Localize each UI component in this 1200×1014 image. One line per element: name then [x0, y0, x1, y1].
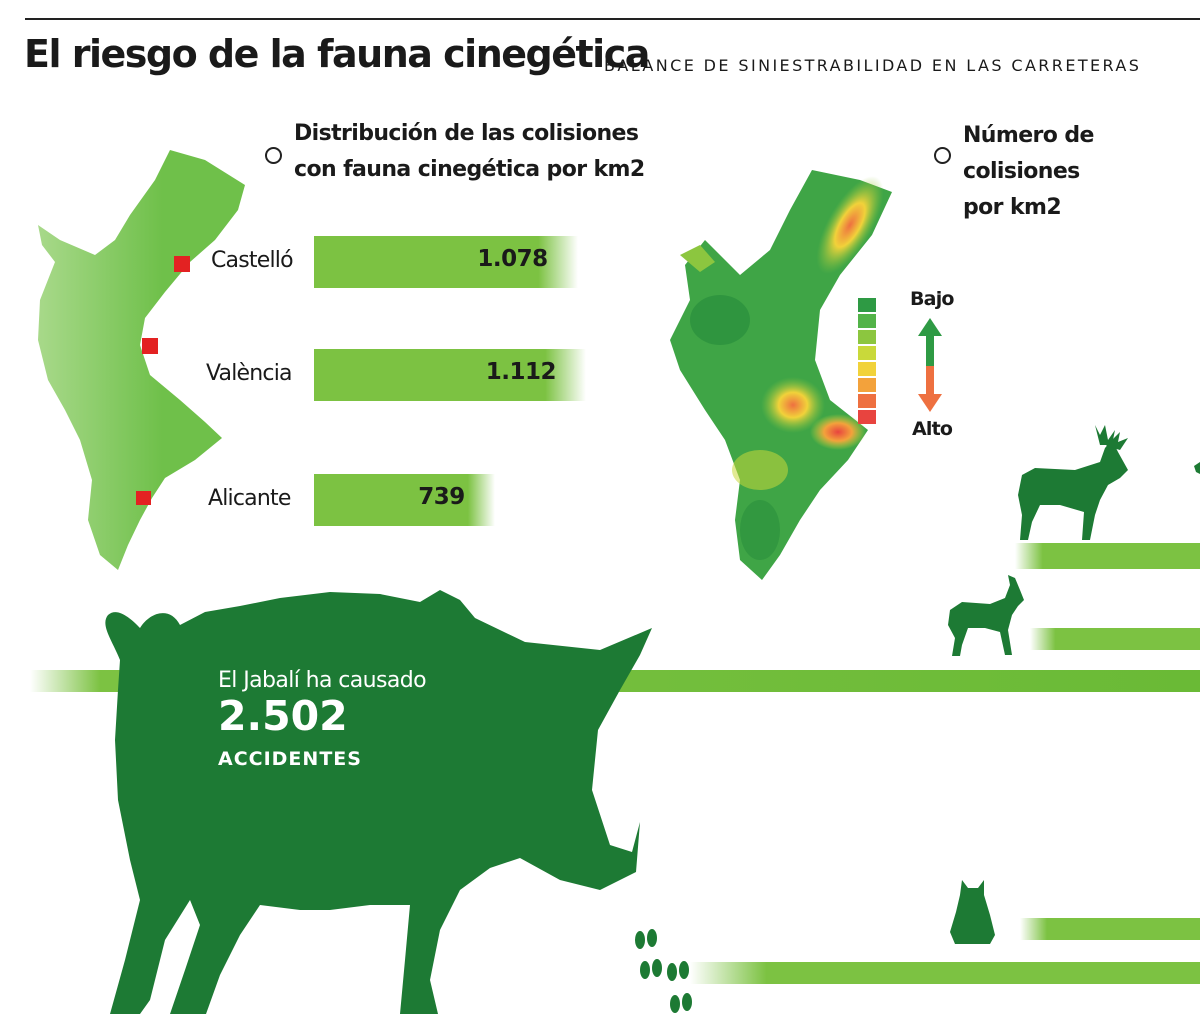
boar-unit: ACCIDENTES	[218, 748, 362, 770]
cat-band	[1020, 918, 1200, 940]
bar-category-label: Castelló	[211, 248, 294, 273]
bar-category-label: València	[206, 361, 293, 386]
castello-marker	[174, 256, 190, 272]
bar	[314, 349, 586, 401]
heat-legend-scale	[858, 298, 876, 424]
alicante-marker	[136, 491, 151, 505]
bar-value-label: 739	[418, 484, 465, 510]
bullet-circle-icon	[265, 147, 282, 164]
valencia-marker	[142, 338, 158, 354]
deer-silhouette-icon	[948, 575, 1024, 656]
legend-swatch	[858, 314, 876, 328]
cat-silhouette-icon	[950, 880, 995, 944]
boar-silhouette-icon	[105, 590, 652, 1014]
reindeer-silhouette-icon	[1018, 425, 1128, 540]
bar	[314, 474, 495, 526]
legend-arrow-icon	[918, 318, 942, 412]
section-left-heading-line1: Distribución de las colisiones	[294, 121, 639, 146]
legend-swatch	[858, 330, 876, 344]
hoofprint-band	[690, 962, 1200, 984]
section-left-heading: Distribución de las colisiones con fauna…	[294, 116, 645, 188]
legend-swatch	[858, 362, 876, 376]
bullet-circle-icon	[934, 147, 951, 164]
deer-band	[1030, 628, 1200, 650]
section-right-heading-line2: colisiones	[963, 159, 1080, 184]
legend-swatch	[858, 298, 876, 312]
page-title: El riesgo de la fauna cinegética	[24, 32, 650, 76]
reindeer-band	[1015, 543, 1200, 569]
legend-swatch	[858, 394, 876, 408]
section-right-heading-line3: por km2	[963, 195, 1062, 220]
boar-caption: El Jabalí ha causado	[218, 668, 427, 693]
page-subtitle: BALANCE DE SINIESTRABILIDAD EN LAS CARRE…	[604, 56, 1142, 75]
bar	[314, 236, 578, 288]
section-right-heading: Número de colisiones por km2	[963, 118, 1094, 226]
bar-category-label: Alicante	[208, 486, 291, 511]
heatmap-icon	[670, 170, 892, 580]
section-left-heading-line2: con fauna cinegética por km2	[294, 157, 645, 182]
legend-low-label: Bajo	[910, 288, 954, 310]
legend-swatch	[858, 346, 876, 360]
bar-value-label: 1.078	[477, 246, 548, 272]
legend-swatch	[858, 410, 876, 424]
legend-swatch	[858, 378, 876, 392]
section-right-heading-line1: Número de	[963, 123, 1094, 148]
boar-value: 2.502	[218, 692, 348, 740]
legend-high-label: Alto	[912, 418, 953, 440]
bar-value-label: 1.112	[485, 359, 557, 385]
region-map-icon	[38, 150, 245, 570]
top-rule	[25, 18, 1200, 20]
edge-animal-icon	[1194, 462, 1200, 474]
hoofprint-icon	[635, 929, 692, 1013]
